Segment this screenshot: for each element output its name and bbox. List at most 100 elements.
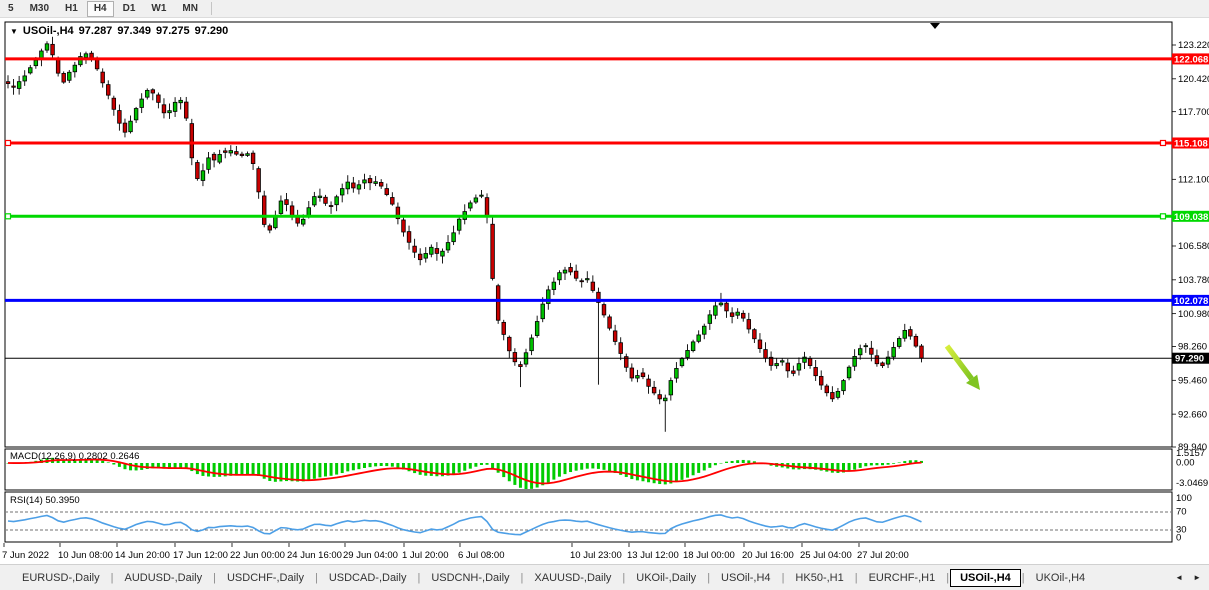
macd-histogram-bar [730, 460, 734, 463]
candle-bull [835, 390, 841, 398]
timeframe-button-m30[interactable]: M30 [29, 2, 50, 14]
candle-bull [534, 321, 540, 336]
candle-bear [100, 71, 105, 84]
candle-bull [362, 179, 367, 184]
candle-bear [189, 123, 195, 159]
macd-histogram-bar [117, 463, 121, 467]
candle-bear [518, 364, 523, 367]
candle-bear [417, 253, 423, 261]
latest-bar-marker-icon[interactable] [930, 23, 940, 29]
candle-bull [22, 75, 27, 82]
macd-histogram-bar [624, 463, 628, 477]
time-tick-label: 10 Jul 23:00 [570, 550, 622, 561]
candle-bear [401, 219, 406, 233]
candle-bear [395, 206, 401, 220]
candle-bull [802, 356, 807, 363]
candle-bear [869, 347, 874, 355]
macd-histogram-bar [830, 463, 834, 473]
timeframe-button-mn[interactable]: MN [182, 2, 198, 14]
price-tick-label: 123.220 [1178, 40, 1209, 51]
candle-bull [456, 218, 462, 231]
candle-bull [780, 360, 785, 363]
tab-usoil-h4[interactable]: USOil-,H4 [721, 571, 771, 584]
macd-histogram-bar [156, 463, 160, 469]
macd-scale-label: 1.5157 [1176, 448, 1205, 459]
macd-histogram-bar [123, 463, 127, 470]
candle-bull [707, 314, 713, 324]
tab-xauusd-daily[interactable]: XAUUSD-,Daily [534, 571, 612, 584]
candle-bear [94, 58, 100, 70]
candle-bear [484, 197, 490, 218]
timeframe-button-h4[interactable]: H4 [86, 0, 114, 17]
candle-bear [390, 197, 395, 205]
time-tick-label: 6 Jul 08:00 [458, 550, 504, 561]
macd-histogram-bar [518, 463, 522, 488]
ohlc-close: 97.290 [194, 25, 229, 37]
tab-audusd-daily[interactable]: AUDUSD-,Daily [124, 571, 203, 584]
level-anchor[interactable] [4, 139, 12, 147]
tab-usdchf-daily[interactable]: USDCHF-,Daily [226, 571, 304, 584]
candle-bear [646, 378, 651, 387]
macd-histogram-bar [747, 460, 751, 463]
candle-bull [562, 269, 568, 274]
symbol-dropdown-icon[interactable]: ▼ [10, 26, 18, 36]
ohlc-low: 97.275 [155, 25, 190, 37]
timeframe-button-5[interactable]: 5 [8, 2, 14, 14]
tab-scroll-right-icon[interactable]: ► [1193, 573, 1201, 582]
rsi-pane[interactable] [4, 491, 1173, 543]
candle-bear [122, 122, 128, 133]
candle-bull [668, 380, 674, 396]
candle-bull [312, 196, 317, 206]
price-pane[interactable] [4, 21, 1173, 448]
down-arrow-head-icon[interactable] [966, 374, 980, 390]
macd-histogram-bar [251, 463, 255, 475]
candle-bull [846, 366, 852, 379]
timeframe-button-d1[interactable]: D1 [122, 2, 136, 14]
macd-histogram-bar [680, 463, 684, 480]
macd-histogram-bar [886, 463, 890, 465]
candle-bull [696, 334, 701, 342]
macd-histogram-bar [741, 459, 745, 463]
macd-histogram-bar [875, 463, 879, 466]
tab-eurchf-h1[interactable]: EURCHF-,H1 [868, 571, 936, 584]
candle-bear [741, 312, 746, 319]
time-tick-label: 22 Jun 00:00 [230, 550, 285, 561]
level-anchor[interactable] [1159, 213, 1167, 220]
tab-usoil-h4[interactable]: USOil-,H4 [950, 568, 1021, 587]
candle-bear [579, 280, 584, 283]
level-anchor[interactable] [1159, 139, 1167, 147]
candle-bear [161, 104, 167, 114]
candle-bull [301, 218, 306, 225]
candle-bull [852, 356, 857, 367]
down-arrow-annotation[interactable] [944, 344, 974, 381]
tab-usdcnh-daily[interactable]: USDCNH-,Daily [431, 571, 510, 584]
tab-ukoil-h4[interactable]: UKOil-,H4 [1035, 571, 1086, 584]
tab-usdcad-daily[interactable]: USDCAD-,Daily [328, 571, 407, 584]
time-tick-label: 29 Jun 04:00 [343, 550, 398, 561]
macd-pane[interactable] [4, 448, 1173, 491]
macd-histogram-bar [362, 463, 366, 468]
tab-hk50-h1[interactable]: HK50-,H1 [795, 571, 844, 584]
macd-histogram-bar [485, 463, 489, 465]
candle-bear [791, 370, 796, 374]
candle-bear [785, 362, 790, 372]
candle-bear [507, 336, 512, 352]
tab-eurusd-daily[interactable]: EURUSD-,Daily [22, 571, 100, 584]
timeframe-button-h1[interactable]: H1 [65, 2, 78, 14]
tab-ukoil-daily[interactable]: UKOil-,Daily [636, 571, 697, 584]
macd-histogram-bar [613, 463, 617, 473]
tab-scroll-left-icon[interactable]: ◄ [1175, 573, 1184, 582]
macd-histogram-bar [697, 463, 701, 473]
timeframe-button-w1[interactable]: W1 [151, 2, 167, 14]
tab-divider: | [854, 571, 858, 584]
candle-bear [250, 152, 256, 164]
macd-histogram-bar [279, 463, 283, 482]
macd-histogram-bar [619, 463, 623, 475]
level-price-badge [1172, 294, 1209, 306]
candle-bull [423, 253, 428, 259]
rsi-scale-label: 70 [1176, 507, 1187, 518]
level-anchor[interactable] [4, 213, 12, 220]
candle-bear [607, 316, 612, 329]
price-tick-label: 100.980 [1178, 309, 1209, 320]
